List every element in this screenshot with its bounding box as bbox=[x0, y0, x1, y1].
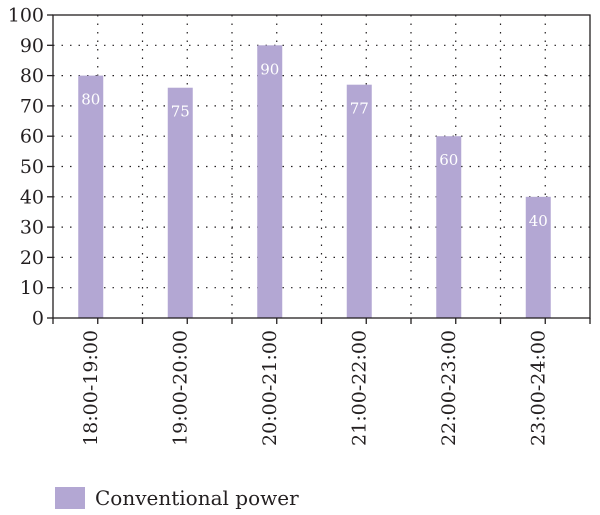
x-tick-label-4: 22:00-23:00 bbox=[438, 330, 460, 446]
y-tick-label-9: 90 bbox=[20, 35, 44, 57]
y-tick-label-10: 100 bbox=[8, 5, 44, 27]
bars: 80 75 90 77 60 40 bbox=[78, 45, 551, 319]
x-tick-label-2: 20:00-21:00 bbox=[259, 330, 281, 446]
y-tick-label-8: 80 bbox=[20, 65, 44, 87]
y-tick-label-5: 50 bbox=[20, 156, 44, 178]
bar-4 bbox=[436, 136, 462, 318]
y-tick-label-1: 10 bbox=[20, 277, 44, 299]
bar-1 bbox=[167, 87, 193, 318]
legend-swatch bbox=[55, 487, 85, 509]
data-label-2: 90 bbox=[260, 60, 279, 78]
plot-frame bbox=[52, 14, 591, 319]
legend-label: Conventional power bbox=[95, 486, 299, 510]
bar-3 bbox=[346, 84, 372, 318]
y-tick-label-4: 40 bbox=[20, 186, 44, 208]
x-tick-label-5: 23:00-24:00 bbox=[527, 330, 549, 446]
x-tick-label-0: 18:00-19:00 bbox=[80, 330, 102, 446]
bar-2 bbox=[257, 45, 283, 319]
y-tick-label-3: 30 bbox=[20, 217, 44, 239]
x-axis: 18:00-19:00 19:00-20:00 20:00-21:00 21:00-2… bbox=[52, 318, 591, 446]
x-tick-label-1: 19:00-20:00 bbox=[169, 330, 191, 446]
y-tick-label-6: 60 bbox=[20, 126, 44, 148]
data-label-1: 75 bbox=[171, 103, 190, 121]
data-label-5: 40 bbox=[529, 212, 548, 230]
data-label-3: 77 bbox=[350, 100, 369, 118]
legend: Conventional power bbox=[55, 486, 299, 510]
bar-0 bbox=[78, 75, 104, 318]
y-tick-label-2: 20 bbox=[20, 247, 44, 269]
data-label-0: 80 bbox=[81, 91, 100, 109]
y-tick-label-0: 0 bbox=[32, 308, 44, 330]
y-tick-label-7: 70 bbox=[20, 95, 44, 117]
bar-5 bbox=[525, 196, 551, 318]
y-axis: 0 10 20 30 40 50 60 70 80 90 100 bbox=[8, 5, 53, 330]
data-label-4: 60 bbox=[439, 151, 458, 169]
x-tick-label-3: 21:00-22:00 bbox=[348, 330, 370, 446]
grid-lines bbox=[53, 15, 590, 318]
